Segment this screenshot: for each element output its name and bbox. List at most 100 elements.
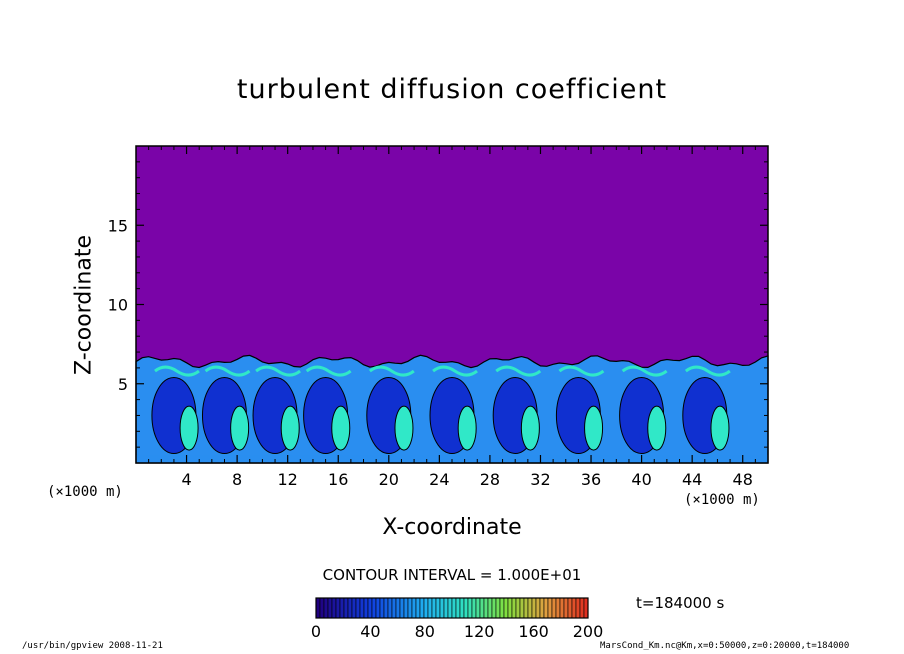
x-tick-label: 4 [181, 470, 191, 489]
colorbar-cell [359, 597, 365, 619]
cell-edge [432, 365, 478, 377]
colorbar-cell [519, 597, 525, 619]
colorbar-cell [559, 597, 565, 619]
time-label: t=184000 s [636, 594, 725, 612]
colorbar-cell [523, 597, 529, 619]
colorbar-cell [367, 597, 373, 619]
y-ticks: 5 10 15 [108, 161, 768, 448]
footer-right: MarsCond_Km.nc@Km,x=0:50000,z=0:20000,t=… [600, 641, 850, 651]
colorbar-cell [551, 597, 557, 619]
contour-interval: CONTOUR INTERVAL = 1.000E+01 [322, 566, 582, 584]
colorbar-cell [431, 597, 437, 619]
colorbar-cell [435, 597, 441, 619]
y-tick-label: 5 [118, 375, 128, 394]
colorbar-tick-label: 40 [360, 622, 380, 641]
colorbar-cell [375, 597, 381, 619]
colorbar-cell [343, 597, 349, 619]
colorbar-cell [499, 597, 505, 619]
cell-highlight [394, 405, 414, 451]
convective-cell [492, 365, 542, 454]
colorbar-cell [323, 597, 329, 619]
colorbar-cell [507, 597, 513, 619]
x-tick-label: 8 [232, 470, 242, 489]
x-tick-label: 20 [379, 470, 399, 489]
chart-title: turbulent diffusion coefficient [236, 74, 668, 105]
cell-highlight [457, 405, 477, 451]
colorbar-cell [395, 597, 401, 619]
cell-edge [305, 365, 352, 377]
colorbar-cell [567, 597, 573, 619]
colorbar-cell [511, 597, 517, 619]
colorbar-tick-label: 80 [415, 622, 435, 641]
colorbar-cell [563, 597, 569, 619]
colorbar-cell [327, 597, 333, 619]
convective-cell [429, 365, 478, 454]
colorbar-cell [407, 597, 413, 619]
cell-highlight [179, 405, 199, 451]
colorbar-cell [363, 597, 369, 619]
colorbar-cell [471, 597, 477, 619]
colorbar-cell [455, 597, 461, 619]
convective-cell [151, 365, 200, 454]
x-tick-label: 16 [328, 470, 348, 489]
colorbar-cell [451, 597, 457, 619]
cell-edge [368, 365, 415, 377]
x-tick-label: 24 [429, 470, 449, 489]
convective-cell [682, 365, 731, 454]
x-tick-label: 44 [682, 470, 702, 489]
x-tick-label: 28 [480, 470, 500, 489]
colorbar-cell [483, 597, 489, 619]
colorbar-cell [515, 597, 521, 619]
y-tick-label: 10 [108, 296, 128, 315]
colorbar-cell [351, 597, 357, 619]
cell-highlight [230, 405, 250, 451]
colorbar-cell [403, 597, 409, 619]
colorbar-cell [547, 597, 553, 619]
colorbar-cell [391, 597, 397, 619]
cell-edge [684, 365, 731, 377]
colorbar-cell [347, 597, 353, 619]
colorbar-cell [475, 597, 481, 619]
colorbar-tick-label: 200 [573, 622, 604, 641]
cell-edge [255, 365, 302, 377]
cell-highlight [647, 405, 667, 451]
cell-edge [558, 365, 605, 377]
colorbar-cell [479, 597, 485, 619]
colorbar-cell [575, 597, 581, 619]
cell-edge [204, 365, 251, 377]
colorbar-cell [487, 597, 493, 619]
colorbar-cell [531, 597, 537, 619]
colorbar-cell [447, 597, 453, 619]
cell-edge [154, 365, 200, 377]
colorbar-cell [579, 597, 585, 619]
x-tick-label: 48 [733, 470, 753, 489]
colorbar-cell [503, 597, 509, 619]
colorbar-cell [463, 597, 469, 619]
convective-cell [619, 365, 668, 454]
cell-highlight [710, 405, 730, 451]
convective-cell [366, 365, 415, 454]
heatmap-field [135, 146, 769, 464]
x-unit-left: (×1000 m) [47, 484, 123, 500]
x-axis-label: X-coordinate [382, 515, 522, 540]
colorbar-cell [571, 597, 577, 619]
colorbar-cell [331, 597, 337, 619]
colorbar-cell [415, 597, 421, 619]
colorbar-cell [539, 597, 545, 619]
y-axis-label: Z-coordinate [71, 235, 97, 375]
colorbar-cell [379, 597, 385, 619]
convective-cell [252, 365, 302, 454]
colorbar-cell [387, 597, 393, 619]
convective-cell [201, 365, 251, 454]
cell-highlight [584, 405, 604, 451]
cell-highlight [280, 405, 300, 451]
colorbar: 0 40 80 120 160 200 [311, 597, 604, 641]
colorbar-cell [467, 597, 473, 619]
convective-cell [555, 365, 605, 454]
x-tick-label: 40 [631, 470, 651, 489]
y-tick-label: 15 [108, 216, 128, 235]
colorbar-cell [535, 597, 541, 619]
cell-highlight [520, 405, 540, 451]
footer-left: /usr/bin/gpview 2008-11-21 [22, 641, 163, 651]
